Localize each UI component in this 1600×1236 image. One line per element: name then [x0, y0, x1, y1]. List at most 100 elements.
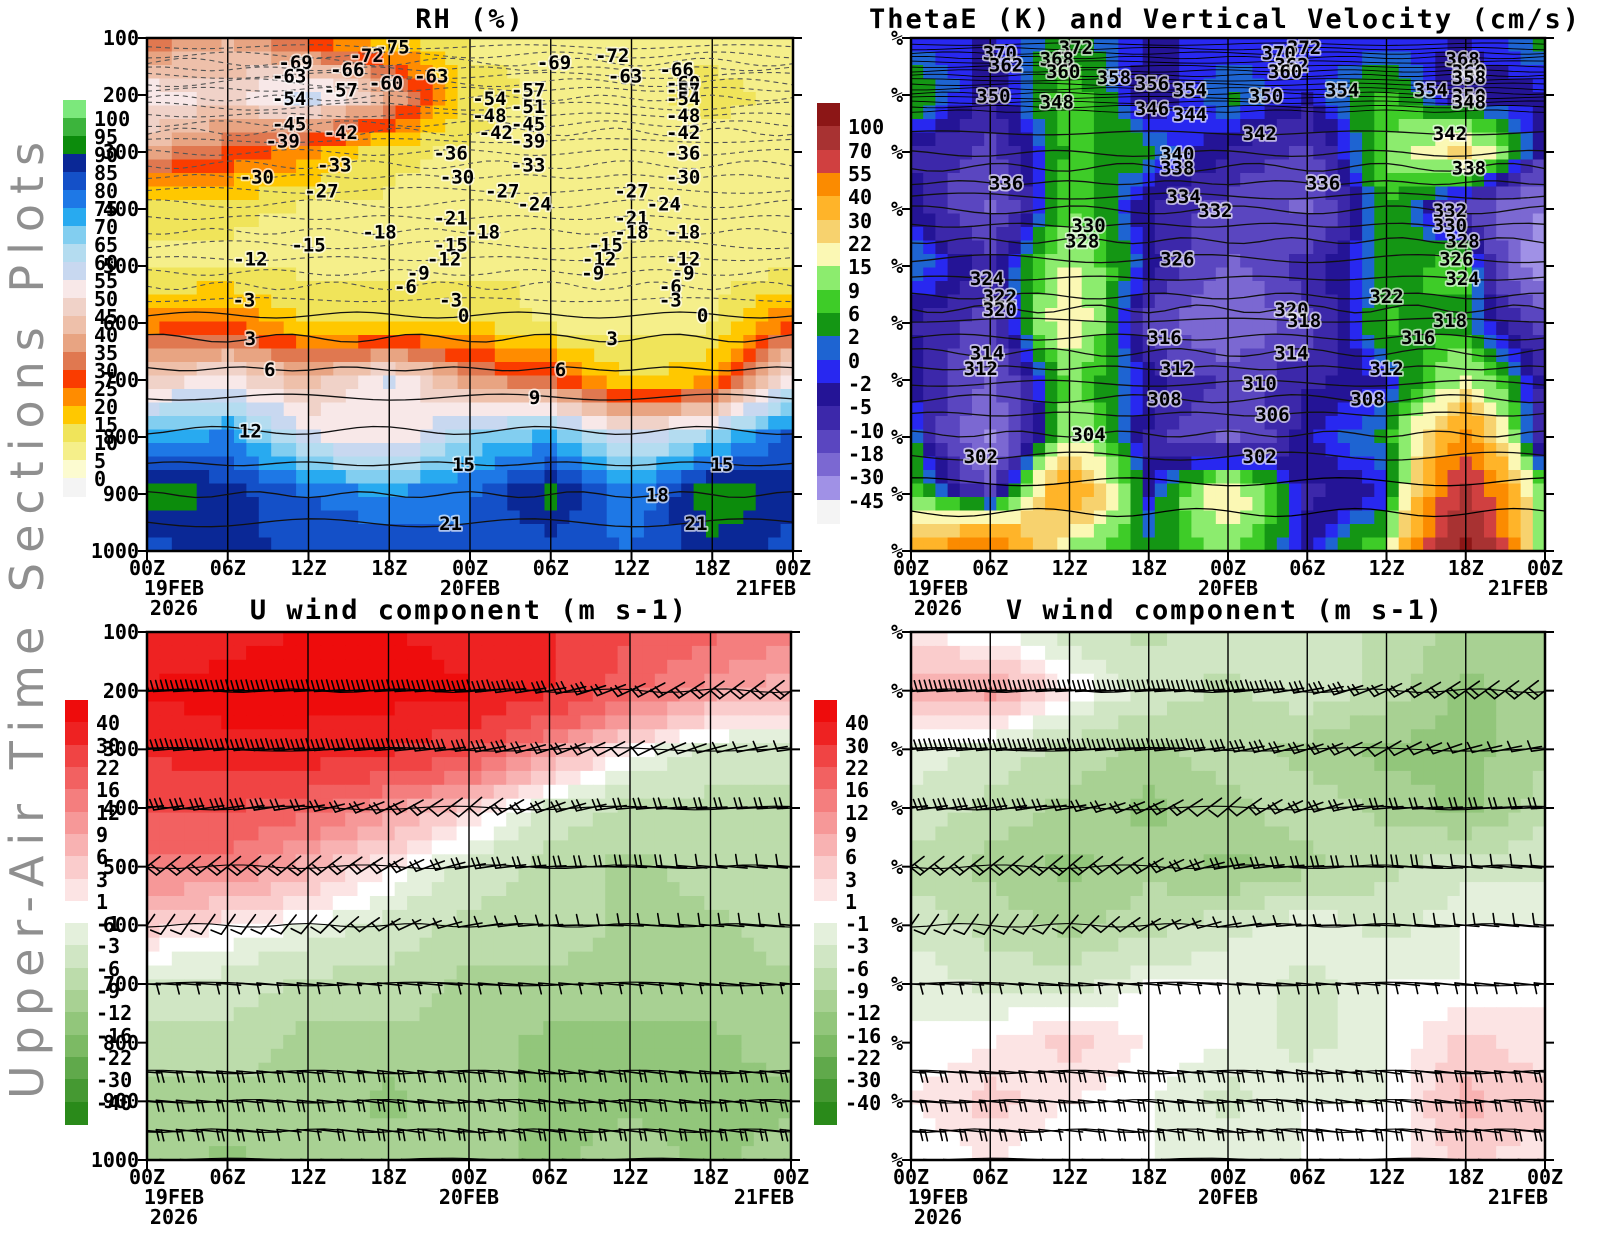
colorbar-label: -6 [845, 956, 870, 981]
colorbar-label: 22 [96, 755, 121, 780]
colorbar-label: -1 [845, 912, 870, 937]
colorbar-label: 22 [845, 755, 870, 780]
contour-label: -3 [232, 290, 255, 312]
colorbar-segment [65, 833, 88, 857]
x-date-year: 2026 [913, 1205, 963, 1229]
colorbar-label: -18 [848, 442, 885, 466]
colorbar-segment [63, 370, 86, 389]
colorbar-label: 3 [96, 867, 109, 892]
colorbar-segment [63, 460, 86, 479]
colorbar-label: -40 [845, 1090, 882, 1115]
colorbar-segment [814, 700, 837, 724]
contour-label: -18 [362, 221, 396, 243]
colorbar-label: 30 [848, 208, 873, 233]
contour-label: -48 [666, 105, 700, 127]
contour-label: 336 [1306, 173, 1340, 195]
colorbar-label: 9 [848, 278, 861, 303]
contour-label: -54 [666, 88, 700, 110]
contour-label: 314 [970, 342, 1004, 364]
colorbar-label: 15 [848, 255, 873, 280]
colorbar-segment [65, 990, 88, 1014]
colorbar-label: -2 [848, 372, 873, 396]
colorbar-label: -16 [845, 1023, 882, 1048]
panel-u-wind-title: U wind component (m s-1) [249, 595, 689, 626]
colorbar-segment [814, 856, 837, 880]
contour-label: -15 [291, 235, 325, 257]
colorbar-label: -12 [96, 1001, 133, 1026]
panel-thetae-vv-title: ThetaE (K) and Vertical Velocity (cm/s) [869, 4, 1581, 35]
colorbar-label: 80 [94, 179, 119, 203]
colorbar-segment [814, 1057, 837, 1081]
colorbar-label: 30 [96, 733, 121, 758]
colorbar-segment [63, 100, 86, 119]
colorbar-label: 60 [94, 251, 119, 275]
colorbar-segment [817, 126, 840, 151]
colorbar-segment [65, 945, 88, 969]
colorbar-label: 100 [848, 115, 885, 140]
contour-label: 6 [555, 359, 566, 381]
y-tick-label: % [890, 796, 903, 820]
colorbar-segment [65, 789, 88, 813]
x-date-last: 21FEB [1487, 576, 1549, 600]
contour-label: 314 [1274, 342, 1308, 364]
y-tick-label: 600 [102, 311, 139, 335]
colorbar-segment [65, 700, 88, 724]
contour-label: -36 [433, 142, 467, 164]
colorbar-label: -45 [848, 488, 885, 513]
colorbar-segment [65, 811, 88, 835]
colorbar-label: 40 [96, 711, 121, 736]
colorbar-label: 40 [848, 185, 873, 210]
contour-label: -30 [240, 167, 274, 189]
colorbar-label: -16 [96, 1023, 133, 1048]
plot-frame [902, 36, 1554, 560]
colorbar-segment [817, 173, 840, 198]
colorbar-label: 22 [848, 232, 873, 256]
contour-label: 354 [1173, 79, 1207, 101]
contour-label: 21 [439, 513, 462, 535]
y-tick-label: 400 [102, 796, 139, 820]
contour-label: -69 [537, 52, 571, 74]
y-tick-label: 900 [102, 1089, 139, 1114]
colorbar-segment [63, 478, 86, 497]
contour-label: -33 [511, 155, 545, 177]
colorbar-segment [817, 406, 840, 431]
y-tick-label: % [890, 26, 903, 50]
colorbar-label: -10 [848, 418, 885, 443]
colorbar-segment [63, 298, 86, 317]
colorbar-segment [814, 766, 837, 791]
contour-label: 348 [1452, 92, 1486, 114]
y-tick-label: 400 [102, 197, 139, 221]
colorbar-segment [63, 406, 86, 425]
colorbar-segment [817, 453, 840, 478]
contour-label: 18 [646, 485, 669, 507]
contour-label: -72 [349, 45, 383, 67]
colorbar-label: 20 [94, 395, 119, 419]
colorbar-label: 16 [96, 778, 121, 803]
colorbar-label: -9 [96, 979, 121, 1004]
contour-label: 306 [1255, 404, 1289, 426]
colorbar-segment [63, 334, 86, 353]
colorbar-label: 40 [845, 711, 870, 736]
contour-label: 0 [697, 305, 708, 327]
contour-label: 308 [1350, 389, 1384, 411]
colorbar-segment [814, 1012, 837, 1036]
colorbar-segment [63, 442, 86, 461]
contour-label: 344 [1173, 104, 1207, 126]
y-tick-label: % [890, 254, 903, 278]
contour-label: 348 [1040, 92, 1074, 114]
contour-label: 326 [1160, 249, 1194, 271]
colorbar-label: 0 [848, 348, 861, 373]
contour-label: 372 [1287, 37, 1321, 59]
x-date-first: 19FEB [907, 1185, 969, 1209]
contour-label: 322 [983, 286, 1017, 308]
colorbar-segment [65, 900, 88, 924]
contour-label: 316 [1147, 327, 1181, 349]
colorbar-label: -30 [96, 1068, 133, 1093]
y-tick-label: % [890, 854, 903, 879]
colorbar-label: 40 [94, 323, 119, 347]
contour-label: 340 [1160, 143, 1194, 165]
colorbar-segment [63, 136, 86, 155]
contour-label: -63 [272, 65, 306, 87]
colorbar-label: 5 [94, 449, 107, 473]
